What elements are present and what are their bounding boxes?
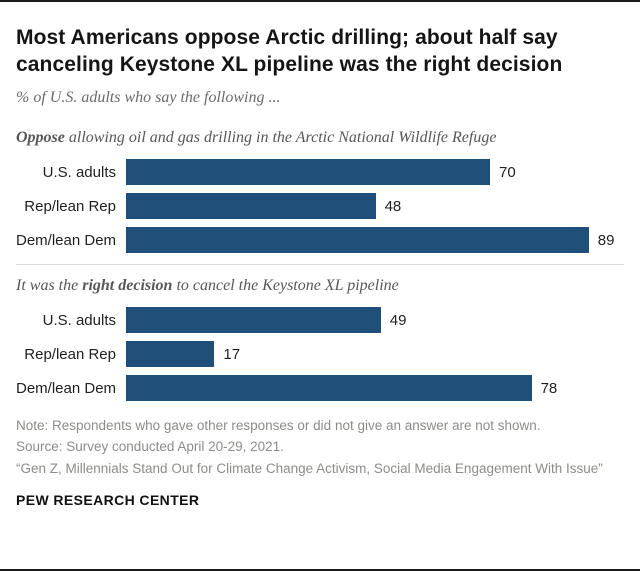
section-keystone: It was the right decision to cancel the … [16, 277, 624, 402]
chart-title: Most Americans oppose Arctic drilling; a… [16, 26, 563, 77]
section-label-keystone-bold: right decision [82, 276, 173, 294]
bar [126, 227, 589, 254]
section-label-keystone: It was the right decision to cancel the … [16, 277, 624, 295]
value-label: 48 [384, 197, 402, 215]
chart-subtitle: % of U.S. adults who say the following .… [16, 88, 281, 106]
bar-chart-arctic: U.S. adults 70 Rep/lean Rep 48 Dem/lean Dem 8… [16, 159, 624, 254]
bar-row: U.S. adults 49 [16, 307, 624, 334]
report-title-text: “Gen Z, Millennials Stand Out for Climat… [16, 460, 603, 476]
category-label: Rep/lean Rep [24, 197, 116, 215]
value-label: 70 [499, 163, 516, 181]
section-label-keystone-post: to cancel the Keystone XL pipeline [172, 276, 399, 294]
category-label: Dem/lean Dem [16, 379, 117, 397]
section-arctic-drilling: Oppose allowing oil and gas drilling in … [16, 129, 624, 254]
bar-row: Dem/lean Dem 78 [16, 375, 624, 402]
section-divider [16, 263, 624, 265]
bar [126, 193, 376, 220]
section-label-arctic: Oppose allowing oil and gas drilling in … [16, 129, 624, 147]
bar-row: Rep/lean Rep 17 [16, 341, 624, 368]
category-label: U.S. adults [42, 311, 116, 329]
note-text: Note: Respondents who gave other respons… [16, 417, 541, 433]
pew-research-center-logo: PEW RESEARCH CENTER [16, 492, 200, 509]
value-label: 89 [597, 231, 615, 249]
section-label-arctic-rest: allowing oil and gas drilling in the Arc… [64, 128, 497, 146]
section-label-arctic-bold: Oppose [16, 128, 65, 146]
bar [126, 159, 490, 186]
bar-chart-keystone: U.S. adults 49 Rep/lean Rep 17 Dem/lean Dem 7… [16, 307, 624, 402]
value-label: 49 [389, 311, 407, 329]
value-label: 17 [223, 345, 241, 363]
bar [126, 307, 381, 334]
bar-row: Rep/lean Rep 48 [16, 193, 624, 220]
bar-row: U.S. adults 70 [16, 159, 624, 186]
bar-row: Dem/lean Dem 89 [16, 227, 624, 254]
notes-block: Note: Respondents who gave other respons… [16, 416, 624, 479]
source-text: Source: Survey conducted April 20-29, 20… [16, 439, 284, 455]
bar [126, 375, 532, 402]
bar [126, 341, 215, 368]
section-label-keystone-pre: It was the [16, 276, 83, 294]
category-label: Rep/lean Rep [24, 345, 116, 363]
category-label: U.S. adults [42, 163, 116, 181]
value-label: 78 [540, 379, 558, 397]
category-label: Dem/lean Dem [16, 231, 117, 249]
